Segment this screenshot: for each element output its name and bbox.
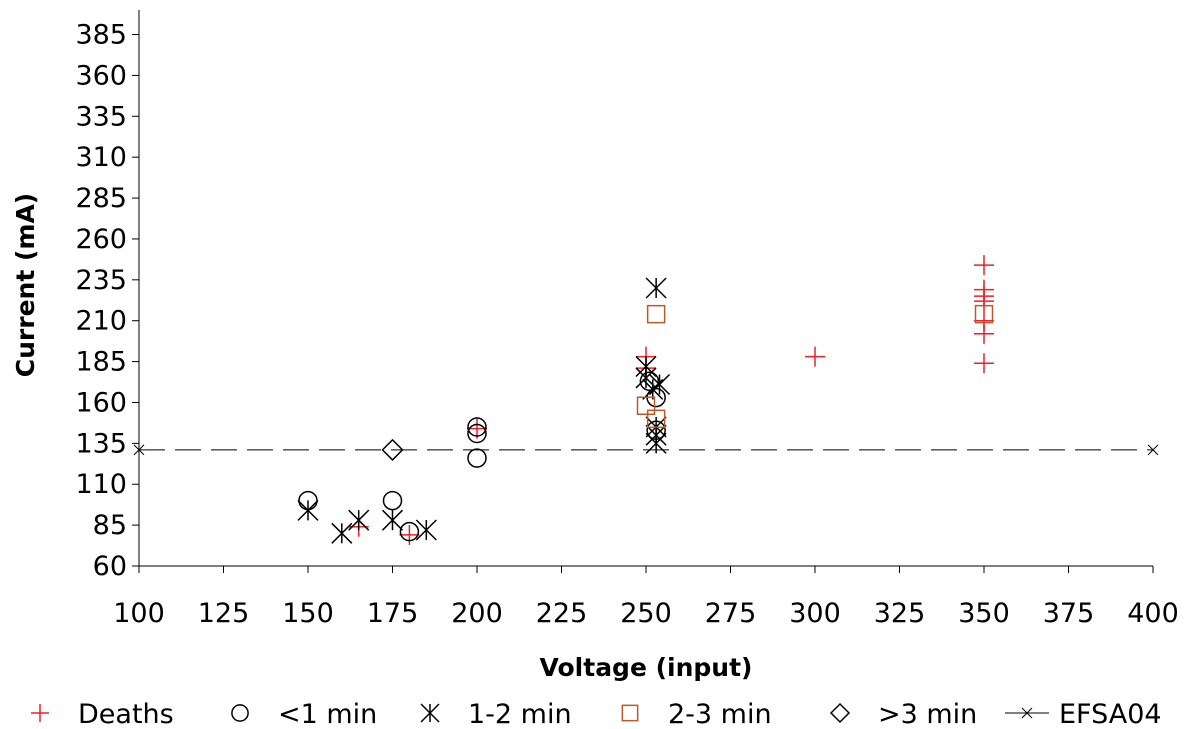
legend-item: <1 min xyxy=(231,699,377,729)
y-tick-labels: 60 85 110 135 160 185 210 235 260 285 310 335 360 385 xyxy=(75,20,127,582)
x-d2 xyxy=(1147,444,1159,456)
circle-shape xyxy=(467,417,487,437)
circle-shape xyxy=(467,448,487,468)
axes xyxy=(132,10,1154,573)
x-tick-label: 100 xyxy=(113,598,165,629)
data-point-circle xyxy=(467,417,487,437)
legend-marker xyxy=(420,703,440,723)
circle-shape xyxy=(382,490,403,511)
circle-shape xyxy=(639,371,660,391)
data-point-asterisk xyxy=(648,373,671,396)
reference-endpoint-marker xyxy=(1147,444,1159,456)
x-tick-label: 375 xyxy=(1043,598,1095,629)
data-point-plus xyxy=(805,346,825,367)
x-tick-label: 400 xyxy=(1127,598,1179,629)
data-point-square xyxy=(974,304,994,324)
data-point-diamond xyxy=(381,438,404,461)
legend-marker xyxy=(31,704,49,722)
legend-item: Deaths xyxy=(31,699,174,729)
x-d2 xyxy=(133,444,145,456)
data-point-circle xyxy=(467,423,487,444)
legend-marker xyxy=(621,704,639,722)
y-tick-label: 260 xyxy=(75,224,127,255)
x-d2 xyxy=(1021,707,1033,719)
data-point-circle xyxy=(467,448,487,468)
legend-item: 1-2 min xyxy=(420,699,572,729)
legend-item: >3 min xyxy=(829,699,977,729)
circle-shape xyxy=(399,521,420,542)
y-tick-label: 235 xyxy=(75,265,127,296)
legend-marker xyxy=(231,704,249,722)
legend-marker xyxy=(829,702,851,724)
data-point-plus xyxy=(974,323,994,344)
diamond-shape xyxy=(829,702,851,724)
data-point-plus xyxy=(974,291,994,312)
y-tick-label: 85 xyxy=(93,510,127,541)
x-tick-label: 150 xyxy=(282,598,334,629)
legend-marker xyxy=(1021,707,1033,719)
square-shape xyxy=(974,304,994,324)
legend-label: EFSA04 xyxy=(1059,699,1162,729)
data-point-asterisk xyxy=(645,432,667,454)
data-point-asterisk xyxy=(381,509,404,531)
circle-shape xyxy=(231,704,249,722)
data-point-plus xyxy=(399,524,420,545)
y-tick-label: 385 xyxy=(75,20,127,51)
legend-label: 2-3 min xyxy=(668,699,772,729)
y-tick-label: 60 xyxy=(93,551,127,582)
data-point-plus xyxy=(974,255,994,276)
y-tick-label: 210 xyxy=(75,306,127,337)
data-point-circle xyxy=(399,521,420,542)
x-tick-label: 250 xyxy=(620,598,672,629)
x-tick-label: 225 xyxy=(536,598,588,629)
data-point-circle xyxy=(639,371,660,391)
legend-label: 1-2 min xyxy=(468,699,572,729)
x-tick-label: 200 xyxy=(451,598,503,629)
y-tick-label: 335 xyxy=(75,101,127,132)
data-point-square xyxy=(646,409,666,429)
y-tick-label: 360 xyxy=(75,60,127,91)
diamond-shape xyxy=(381,438,404,461)
x-tick-label: 325 xyxy=(874,598,926,629)
legend-label: Deaths xyxy=(78,699,174,729)
data-point-asterisk xyxy=(415,519,437,541)
efsa04-reference-line xyxy=(133,444,1159,456)
y-tick-label: 135 xyxy=(75,428,127,459)
x-tick-labels: 100 125 150 175 200 225 250 275 300 325 350 375 400 xyxy=(113,598,1179,629)
x-axis-title: Voltage (input) xyxy=(540,653,753,682)
data-point-circle xyxy=(382,490,403,511)
legend: Deaths <1 min 1-2 min 2-3 min >3 min EFSA04 xyxy=(31,699,1162,729)
x-tick-label: 125 xyxy=(198,598,250,629)
y-tick-label: 310 xyxy=(75,142,127,173)
data-markers xyxy=(297,255,994,545)
data-point-asterisk xyxy=(645,277,667,299)
x-tick-label: 275 xyxy=(705,598,757,629)
y-tick-label: 185 xyxy=(75,347,127,378)
y-axis-title: Current (mA) xyxy=(11,193,40,377)
reference-endpoint-marker xyxy=(133,444,145,456)
data-point-plus xyxy=(974,353,994,374)
legend-label: <1 min xyxy=(278,699,377,729)
legend-item: 2-3 min xyxy=(621,699,772,729)
x-tick-label: 175 xyxy=(367,598,419,629)
legend-label: >3 min xyxy=(878,699,977,729)
data-point-asterisk xyxy=(331,522,353,544)
circle-shape xyxy=(467,423,487,444)
y-tick-label: 285 xyxy=(75,183,127,214)
square-shape xyxy=(646,409,666,429)
square-shape xyxy=(621,704,639,722)
square-shape xyxy=(646,304,666,324)
data-point-square xyxy=(646,304,666,324)
x-tick-label: 350 xyxy=(958,598,1010,629)
data-point-square xyxy=(636,396,656,415)
data-point-asterisk xyxy=(297,499,319,521)
x-tick-label: 300 xyxy=(789,598,841,629)
y-tick-label: 110 xyxy=(75,469,127,500)
legend-item: EFSA04 xyxy=(1005,699,1162,729)
data-point-asterisk xyxy=(348,509,370,531)
y-tick-label: 160 xyxy=(75,387,127,418)
square-shape xyxy=(636,396,656,415)
